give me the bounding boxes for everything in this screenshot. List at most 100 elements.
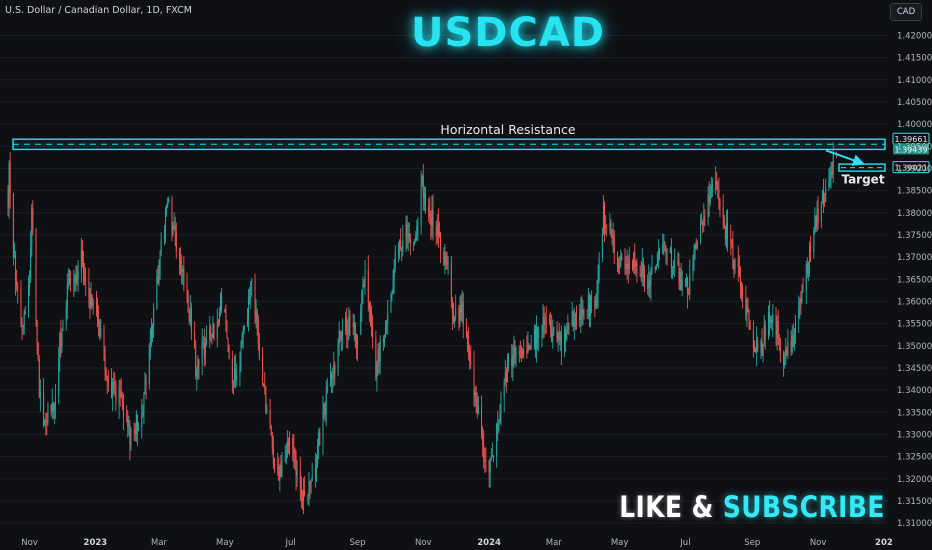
candle-body	[159, 251, 161, 275]
candle-body	[341, 330, 343, 338]
candle-body	[459, 305, 461, 324]
y-tick-label: 1.33000	[897, 430, 932, 440]
candle-body	[281, 460, 283, 477]
candle-body	[115, 386, 117, 404]
candle-body	[813, 230, 815, 252]
candle-body	[771, 319, 773, 324]
candle-body	[231, 359, 233, 383]
candle-body	[408, 233, 410, 240]
candle-body	[574, 314, 576, 321]
candle-body	[432, 209, 434, 228]
candle-body	[122, 401, 124, 416]
candle-body	[167, 201, 169, 208]
candle-body	[588, 295, 590, 316]
candle-body	[30, 244, 32, 279]
candle-body	[279, 464, 281, 481]
candle-body	[556, 326, 558, 341]
candle-body	[559, 334, 561, 341]
candle-body	[262, 355, 264, 384]
candle-body	[553, 326, 555, 332]
candle-body	[602, 203, 604, 235]
candle-body	[156, 276, 158, 309]
candle-body	[598, 257, 600, 280]
candle-body	[641, 262, 643, 277]
candle-body	[497, 424, 499, 430]
price-axis: 1.42000 1.41500 1.41000 1.40500 1.40000 1.395…	[897, 31, 932, 529]
candle-body	[98, 320, 100, 322]
candle-body	[659, 251, 661, 255]
candle-body	[626, 263, 628, 270]
candle-body	[189, 309, 191, 322]
candle-body	[791, 335, 793, 353]
candle-body	[111, 383, 113, 398]
y-tick-label: 1.32500	[897, 453, 932, 463]
candle-body	[687, 278, 689, 294]
candle-body	[120, 391, 122, 397]
candle-body	[376, 363, 378, 378]
candle-body	[406, 223, 408, 237]
x-tick-label: Jul	[679, 538, 690, 548]
candle-body	[80, 249, 82, 272]
candle-body	[171, 198, 173, 235]
candle-body	[724, 225, 726, 240]
symbol-description: U.S. Dollar / Canadian Dollar, 1D, FXCM	[5, 5, 192, 16]
candle-body	[747, 307, 749, 310]
candle-body	[461, 301, 463, 313]
candle-body	[68, 278, 70, 282]
candle-body	[824, 201, 826, 203]
candle-body	[394, 251, 396, 269]
candle-body	[799, 298, 801, 309]
candle-body	[783, 353, 785, 365]
candle-body	[53, 407, 55, 411]
candle-body	[529, 346, 531, 348]
candle-body	[114, 384, 116, 387]
candle-body	[568, 325, 570, 327]
y-tick-label: 1.31500	[897, 497, 932, 507]
candle-body	[624, 260, 626, 268]
candle-body	[277, 467, 279, 470]
y-tick-label: 1.38500	[897, 187, 932, 197]
candle-body	[684, 280, 686, 281]
candle-body	[500, 396, 502, 415]
candle-body	[401, 247, 403, 252]
candle-body	[379, 338, 381, 362]
candle-body	[749, 324, 751, 330]
candle-body	[273, 463, 275, 470]
candle-body	[235, 369, 237, 381]
currency-button[interactable]: CAD	[890, 3, 922, 21]
candle-body	[27, 288, 30, 314]
x-tick-label: 2024	[477, 538, 501, 548]
y-tick-label: 1.35000	[897, 342, 932, 352]
candle-body	[355, 339, 357, 347]
candle-body	[752, 329, 754, 349]
x-tick-label: May	[611, 538, 629, 548]
candle-body	[31, 208, 33, 245]
candle-body	[739, 276, 741, 286]
candle-body	[99, 321, 101, 337]
candle-body	[716, 181, 718, 190]
candle-body	[314, 467, 316, 477]
candle-body	[635, 261, 637, 267]
candle-body	[399, 239, 401, 250]
candle-body	[564, 329, 566, 352]
current-price-bg	[893, 143, 929, 155]
candle-body	[334, 364, 336, 374]
candle-body	[558, 332, 560, 341]
candle-body	[106, 375, 108, 381]
candle-body	[793, 333, 795, 347]
candle-body	[148, 344, 150, 385]
candle-body	[671, 266, 674, 269]
candle-body	[446, 256, 448, 265]
candle-body	[22, 326, 24, 327]
candle-body	[383, 337, 385, 343]
candle-body	[103, 328, 105, 356]
resistance-label: Horizontal Resistance	[440, 122, 575, 137]
candle-body	[647, 281, 649, 289]
candle-body	[175, 230, 177, 252]
candle-body	[364, 269, 366, 287]
candle-body	[465, 325, 467, 337]
candle-body	[670, 248, 672, 269]
candle-body	[226, 323, 228, 339]
candle-body	[331, 373, 333, 380]
